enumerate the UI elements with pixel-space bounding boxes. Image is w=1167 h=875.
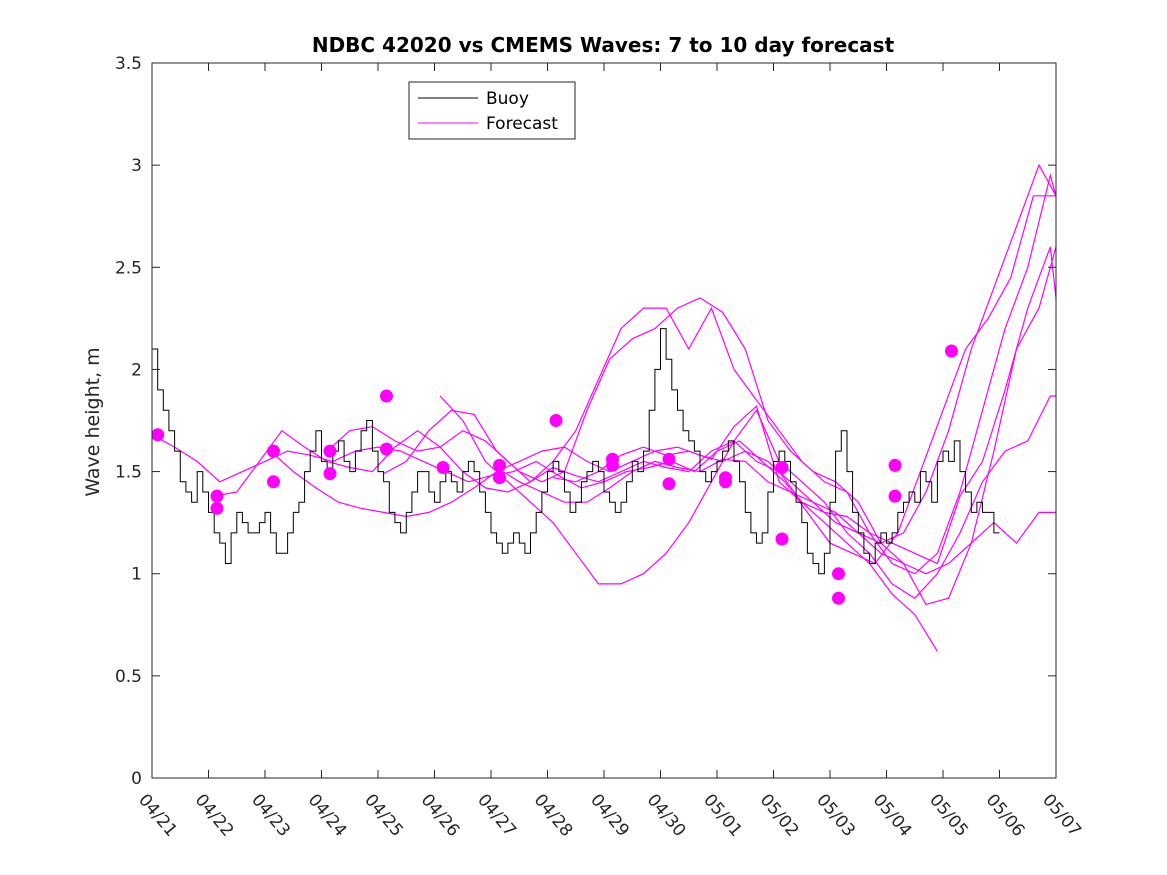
forecast-marker-3	[210, 501, 224, 515]
forecast-marker-5	[267, 475, 280, 489]
forecast-marker-1	[152, 428, 165, 442]
forecast-marker-22	[832, 567, 845, 581]
legend-buoy-label: Buoy	[486, 89, 529, 109]
forecast-marker-24	[888, 458, 902, 472]
forecast-marker-20	[775, 461, 789, 474]
forecast-marker-12	[493, 471, 506, 485]
legend-box	[408, 81, 576, 140]
legend: Buoy Forecast	[408, 81, 576, 140]
forecast-line-4	[326, 173, 1056, 575]
legend-forecast-label: Forecast	[486, 114, 558, 134]
forecast-marker-16	[662, 452, 676, 466]
forecast-line-5	[383, 246, 1056, 606]
forecast-marker-8	[380, 389, 393, 403]
forecast-marker-23	[832, 591, 845, 605]
forecast-marker-11	[493, 458, 506, 472]
forecast-marker-17	[662, 477, 676, 491]
series-group	[152, 163, 1056, 652]
forecast-line-8	[552, 246, 1056, 565]
forecast-marker-21	[775, 532, 789, 546]
forecast-marker-7	[323, 467, 337, 481]
forecast-marker-4	[267, 444, 280, 458]
y-tick-label: 3	[131, 156, 142, 176]
y-axis-ticks: 0 0.5 1 1.5 2 2.5 3 3.5	[115, 54, 1056, 789]
forecast-line-6	[439, 395, 1056, 599]
forecast-marker-13	[549, 414, 563, 427]
forecast-marker-15	[606, 458, 619, 472]
forecast-marker-2	[210, 489, 224, 503]
forecast-marker-9	[380, 442, 393, 456]
buoy-line	[152, 328, 1000, 575]
forecast-marker-19	[719, 475, 732, 489]
forecast-marker-26	[945, 344, 958, 358]
y-tick-label: 0	[131, 769, 142, 789]
forecast-marker-10	[436, 461, 450, 474]
chart-title: NDBC 42020 vs CMEMS Waves: 7 to 10 day f…	[312, 33, 895, 57]
y-tick-label: 2.5	[115, 258, 142, 278]
y-tick-label: 2	[131, 360, 142, 380]
forecast-marker-6	[323, 444, 337, 458]
y-tick-label: 3.5	[115, 54, 142, 74]
y-tick-label: 0.5	[115, 667, 142, 687]
forecast-line-2	[214, 429, 938, 652]
forecast-line-7	[496, 458, 1056, 575]
y-tick-label: 1	[131, 565, 142, 585]
y-tick-label: 1.5	[115, 463, 142, 483]
y-axis-label: Wave height, m	[82, 347, 104, 496]
forecast-marker-25	[888, 489, 902, 503]
